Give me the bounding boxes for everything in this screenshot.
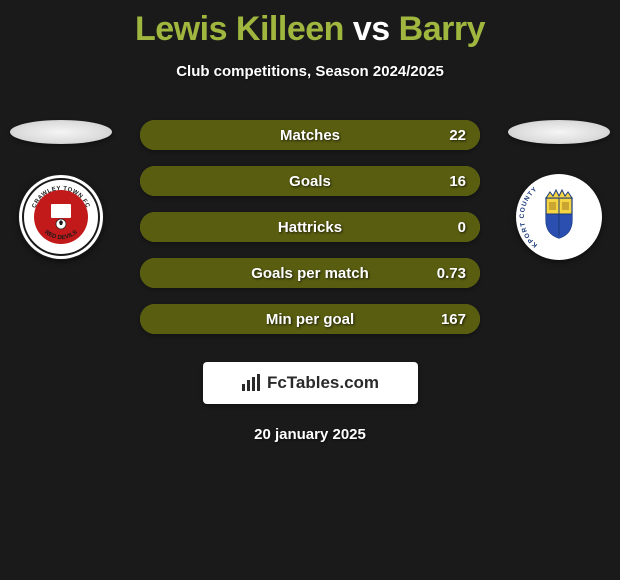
stat-label: Goals: [140, 173, 480, 190]
stat-label: Hattricks: [140, 219, 480, 236]
title-player1: Lewis Killeen: [135, 10, 344, 48]
stat-value: 167: [441, 311, 466, 328]
title-player2: Barry: [399, 10, 485, 48]
player-silhouette-left: [10, 120, 112, 144]
subtitle: Club competitions, Season 2024/2025: [176, 63, 444, 80]
stat-value: 16: [449, 173, 466, 190]
chart-bars-icon: [241, 374, 263, 392]
club-badge-left: CRAWLEY TOWN FC RED DEVILS: [18, 174, 104, 260]
stat-label: Goals per match: [140, 265, 480, 282]
stat-bar: Goals16: [140, 166, 480, 196]
brand-logo: FcTables.com: [241, 373, 379, 393]
player-right-column: KPORT COUNTY: [508, 120, 610, 260]
player-silhouette-right: [508, 120, 610, 144]
date-line: 20 january 2025: [254, 426, 366, 443]
title-vs: vs: [353, 10, 390, 48]
stat-value: 22: [449, 127, 466, 144]
club-badge-right: KPORT COUNTY: [516, 174, 602, 260]
stat-bar: Goals per match0.73: [140, 258, 480, 288]
player-left-column: CRAWLEY TOWN FC RED DEVILS: [10, 120, 112, 260]
stat-bar: Matches22: [140, 120, 480, 150]
stat-bar: Hattricks0: [140, 212, 480, 242]
brand-name: FcTables.com: [267, 373, 379, 393]
stat-value: 0.73: [437, 265, 466, 282]
stat-bar: Min per goal167: [140, 304, 480, 334]
page-title: Lewis Killeen vs Barry: [135, 10, 485, 49]
stat-label: Matches: [140, 127, 480, 144]
stat-label: Min per goal: [140, 311, 480, 328]
comparison-card: Lewis Killeen vs Barry Club competitions…: [0, 0, 620, 580]
stats-area: CRAWLEY TOWN FC RED DEVILS: [0, 120, 620, 334]
brand-logo-box[interactable]: FcTables.com: [203, 362, 418, 404]
stat-value: 0: [458, 219, 466, 236]
